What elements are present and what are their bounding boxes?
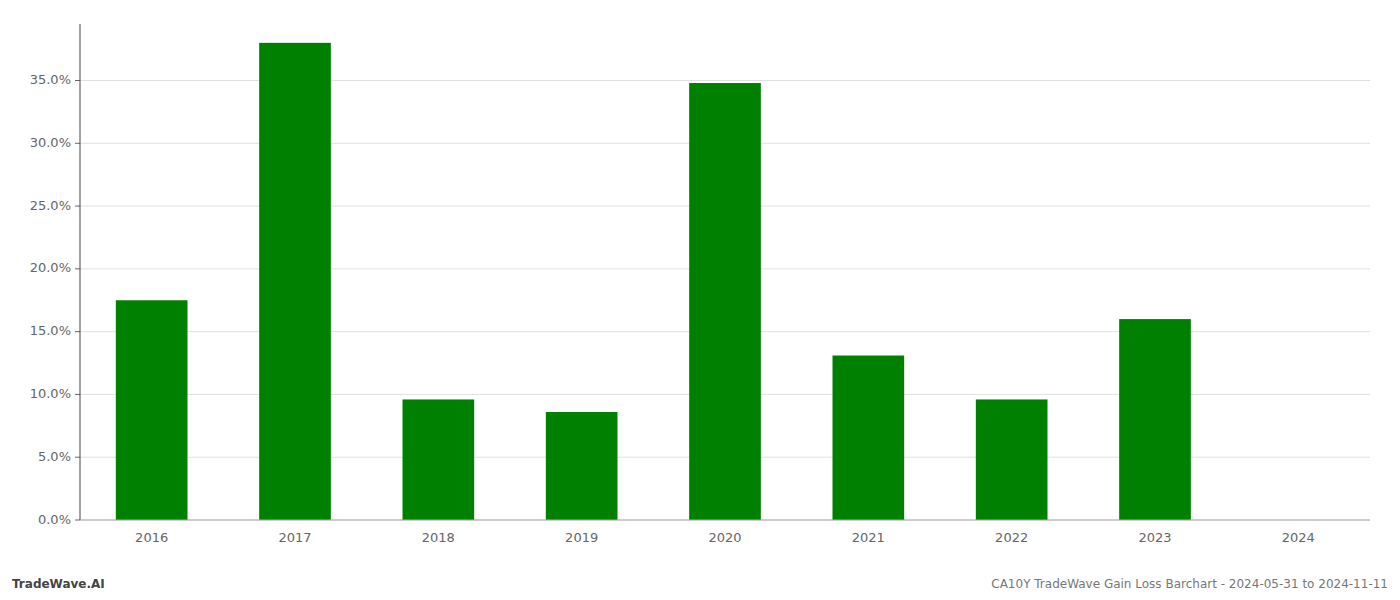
y-tick — [75, 331, 80, 332]
bar — [116, 300, 188, 520]
y-tick-label: 35.0% — [30, 72, 71, 87]
bar — [546, 412, 618, 520]
y-tick — [75, 143, 80, 144]
y-axis-line — [80, 24, 81, 520]
y-tick-label: 0.0% — [38, 512, 71, 527]
bar — [689, 83, 761, 520]
x-tick-label: 2020 — [708, 530, 741, 545]
y-tick — [75, 394, 80, 395]
chart-container: 0.0% 5.0% 10.0% 15.0% 20.0% 25.0% 30.0% 35.0% 20… — [0, 0, 1400, 600]
y-tick — [75, 268, 80, 269]
y-tick-label: 10.0% — [30, 386, 71, 401]
x-tick-label: 2018 — [422, 530, 455, 545]
bar — [403, 399, 475, 520]
bar — [259, 43, 331, 520]
chart: 0.0% 5.0% 10.0% 15.0% 20.0% 25.0% 30.0% 35.0% 20… — [0, 0, 1400, 600]
y-tick — [75, 457, 80, 458]
bar — [833, 356, 905, 520]
x-axis-line — [80, 520, 1370, 521]
x-tick-label: 2021 — [852, 530, 885, 545]
x-tick-label: 2023 — [1138, 530, 1171, 545]
y-tick — [75, 206, 80, 207]
x-tick-label: 2016 — [135, 530, 168, 545]
y-tick-label: 30.0% — [30, 135, 71, 150]
bar — [1119, 319, 1191, 520]
bars — [116, 43, 1191, 520]
footer-right: CA10Y TradeWave Gain Loss Barchart - 202… — [991, 577, 1388, 591]
y-tick-label: 25.0% — [30, 198, 71, 213]
x-axis: 2016 2017 2018 2019 2020 2021 2022 2023 2024 — [135, 530, 1315, 545]
x-tick-label: 2022 — [995, 530, 1028, 545]
x-tick-label: 2024 — [1282, 530, 1315, 545]
y-tick-label: 5.0% — [38, 449, 71, 464]
y-tick-label: 20.0% — [30, 260, 71, 275]
y-tick — [75, 520, 80, 521]
bar — [976, 399, 1048, 520]
y-tick — [75, 80, 80, 81]
grid-line — [80, 520, 1370, 521]
footer-left: TradeWave.AI — [12, 577, 105, 591]
x-tick-label: 2017 — [278, 530, 311, 545]
y-axis: 0.0% 5.0% 10.0% 15.0% 20.0% 25.0% 30.0% 35.0% — [30, 72, 80, 526]
y-tick-label: 15.0% — [30, 323, 71, 338]
x-tick-label: 2019 — [565, 530, 598, 545]
